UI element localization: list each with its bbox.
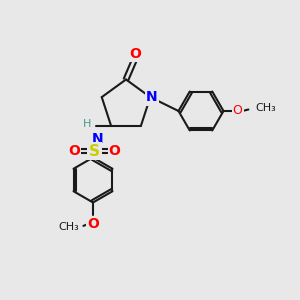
Text: O: O: [68, 144, 80, 158]
Text: O: O: [109, 144, 121, 158]
Text: O: O: [87, 218, 99, 232]
Text: H: H: [83, 119, 92, 129]
Text: O: O: [129, 47, 141, 61]
Text: CH₃: CH₃: [255, 103, 276, 113]
Text: S: S: [89, 144, 100, 159]
Text: O: O: [233, 104, 242, 118]
Text: N: N: [146, 90, 158, 104]
Text: CH₃: CH₃: [59, 222, 80, 232]
Text: N: N: [92, 132, 103, 145]
